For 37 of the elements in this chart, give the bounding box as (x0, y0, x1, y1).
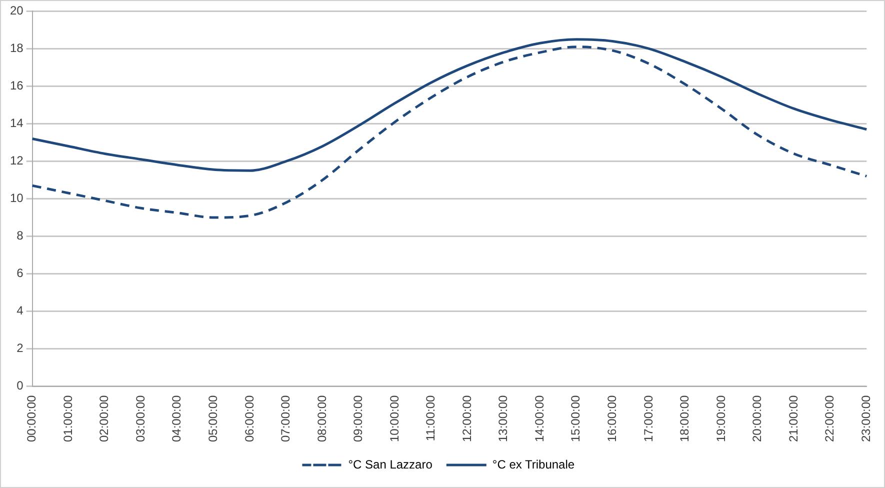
x-tick-label: 05:00:00 (206, 394, 220, 442)
y-tick-label: 12 (10, 154, 24, 168)
y-tick-label: 6 (16, 266, 24, 280)
x-tick-label: 11:00:00 (424, 394, 438, 442)
x-tick-label: 10:00:00 (387, 394, 402, 442)
legend-label: °C San Lazzaro (348, 457, 433, 472)
x-tick-label: 22:00:00 (822, 394, 837, 442)
x-tick-label: 23:00:00 (858, 394, 873, 442)
y-tick-label: 14 (10, 116, 24, 130)
x-tick-label: 06:00:00 (242, 394, 256, 442)
x-tick-label: 09:00:00 (351, 394, 366, 442)
x-tick-label: 20:00:00 (750, 394, 764, 442)
x-tick-label: 08:00:00 (314, 394, 329, 442)
y-tick-label: 0 (16, 378, 24, 393)
x-tick-label: 14:00:00 (532, 394, 546, 442)
y-tick-label: 20 (10, 4, 24, 18)
x-tick-label: 16:00:00 (605, 394, 620, 442)
x-tick-label: 21:00:00 (786, 394, 800, 442)
x-tick-label: 04:00:00 (170, 394, 184, 442)
y-tick-label: 18 (10, 41, 24, 56)
x-tick-label: 17:00:00 (641, 394, 656, 442)
x-tick-label: 12:00:00 (460, 394, 474, 442)
y-tick-label: 8 (16, 228, 24, 243)
y-tick-label: 16 (10, 78, 24, 93)
x-tick-label: 13:00:00 (496, 394, 510, 442)
x-tick-label: 15:00:00 (568, 394, 583, 442)
x-tick-label: 03:00:00 (133, 394, 148, 442)
y-tick-label: 4 (16, 304, 24, 318)
x-tick-label: 07:00:00 (278, 394, 293, 442)
x-tick-label: 01:00:00 (60, 394, 75, 442)
x-tick-label: 19:00:00 (714, 394, 728, 442)
y-tick-label: 2 (16, 341, 24, 356)
x-tick-label: 18:00:00 (678, 394, 692, 442)
x-tick-label: 00:00:00 (24, 394, 39, 442)
legend-label: °C ex Tribunale (492, 457, 575, 472)
y-tick-label: 10 (10, 191, 24, 206)
x-tick-label: 02:00:00 (97, 394, 112, 442)
